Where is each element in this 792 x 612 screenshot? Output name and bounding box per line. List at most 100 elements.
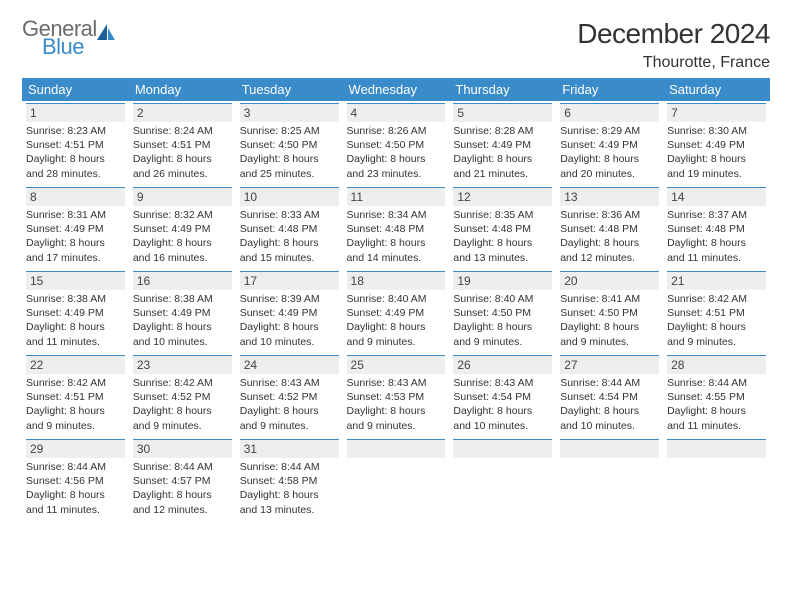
daylight-line: Daylight: 8 hours and 10 minutes. <box>453 404 552 432</box>
daylight-line: Daylight: 8 hours and 19 minutes. <box>667 152 766 180</box>
day-details: Sunrise: 8:38 AMSunset: 4:49 PMDaylight:… <box>133 292 232 349</box>
day-details: Sunrise: 8:44 AMSunset: 4:56 PMDaylight:… <box>26 460 125 517</box>
daylight-line: Daylight: 8 hours and 10 minutes. <box>240 320 339 348</box>
sunset-line: Sunset: 4:57 PM <box>133 474 232 488</box>
daylight-line: Daylight: 8 hours and 13 minutes. <box>240 488 339 516</box>
daylight-line: Daylight: 8 hours and 11 minutes. <box>26 488 125 516</box>
sunset-line: Sunset: 4:48 PM <box>453 222 552 236</box>
day-number-bar <box>347 439 446 458</box>
daylight-line: Daylight: 8 hours and 12 minutes. <box>560 236 659 264</box>
sunset-line: Sunset: 4:49 PM <box>133 306 232 320</box>
day-number-bar: 14 <box>667 187 766 206</box>
day-details: Sunrise: 8:26 AMSunset: 4:50 PMDaylight:… <box>347 124 446 181</box>
day-number-bar: 22 <box>26 355 125 374</box>
sunset-line: Sunset: 4:51 PM <box>26 138 125 152</box>
calendar-cell: 13 Sunrise: 8:36 AMSunset: 4:48 PMDayligh… <box>556 185 663 269</box>
day-number-bar: 10 <box>240 187 339 206</box>
calendar-cell: 20Sunrise: 8:41 AMSunset: 4:50 PMDayligh… <box>556 269 663 353</box>
daylight-line: Daylight: 8 hours and 23 minutes. <box>347 152 446 180</box>
calendar-cell: 31Sunrise: 8:44 AMSunset: 4:58 PMDayligh… <box>236 437 343 521</box>
sunset-line: Sunset: 4:49 PM <box>347 306 446 320</box>
calendar-cell: 28Sunrise: 8:44 AMSunset: 4:55 PMDayligh… <box>663 353 770 437</box>
calendar-week-row: 15Sunrise: 8:38 AMSunset: 4:49 PMDayligh… <box>22 269 770 353</box>
day-details: Sunrise: 8:31 AMSunset: 4:49 PMDaylight:… <box>26 208 125 265</box>
day-number-bar: 5 <box>453 103 552 122</box>
day-details: Sunrise: 8:42 AMSunset: 4:52 PMDaylight:… <box>133 376 232 433</box>
day-number-bar <box>667 439 766 458</box>
sunrise-line: Sunrise: 8:32 AM <box>133 208 232 222</box>
day-details: Sunrise: 8:44 AMSunset: 4:58 PMDaylight:… <box>240 460 339 517</box>
sunset-line: Sunset: 4:49 PM <box>240 306 339 320</box>
brand-logo: General Blue <box>22 18 117 58</box>
daylight-line: Daylight: 8 hours and 9 minutes. <box>453 320 552 348</box>
weekday-header: Friday <box>556 78 663 101</box>
sunrise-line: Sunrise: 8:43 AM <box>240 376 339 390</box>
calendar-cell: 25Sunrise: 8:43 AMSunset: 4:53 PMDayligh… <box>343 353 450 437</box>
sunrise-line: Sunrise: 8:36 AM <box>560 208 659 222</box>
daylight-line: Daylight: 8 hours and 10 minutes. <box>133 320 232 348</box>
sunset-line: Sunset: 4:54 PM <box>453 390 552 404</box>
day-details: Sunrise: 8:40 AMSunset: 4:50 PMDaylight:… <box>453 292 552 349</box>
sunrise-line: Sunrise: 8:38 AM <box>133 292 232 306</box>
sunrise-line: Sunrise: 8:43 AM <box>347 376 446 390</box>
sunset-line: Sunset: 4:50 PM <box>560 306 659 320</box>
sunset-line: Sunset: 4:49 PM <box>453 138 552 152</box>
sunrise-line: Sunrise: 8:39 AM <box>240 292 339 306</box>
sunset-line: Sunset: 4:55 PM <box>667 390 766 404</box>
sunset-line: Sunset: 4:48 PM <box>560 222 659 236</box>
daylight-line: Daylight: 8 hours and 17 minutes. <box>26 236 125 264</box>
sunset-line: Sunset: 4:49 PM <box>26 306 125 320</box>
page-header: General Blue December 2024 Thourotte, Fr… <box>22 18 770 72</box>
weekday-header: Saturday <box>663 78 770 101</box>
sunset-line: Sunset: 4:51 PM <box>26 390 125 404</box>
day-number-bar: 17 <box>240 271 339 290</box>
sunset-line: Sunset: 4:58 PM <box>240 474 339 488</box>
day-number-bar: 28 <box>667 355 766 374</box>
sunset-line: Sunset: 4:48 PM <box>347 222 446 236</box>
day-number-bar: 24 <box>240 355 339 374</box>
sunset-line: Sunset: 4:51 PM <box>133 138 232 152</box>
day-number-bar: 9 <box>133 187 232 206</box>
calendar-cell: 11Sunrise: 8:34 AMSunset: 4:48 PMDayligh… <box>343 185 450 269</box>
sunrise-line: Sunrise: 8:25 AM <box>240 124 339 138</box>
calendar-cell: 7Sunrise: 8:30 AMSunset: 4:49 PMDaylight… <box>663 101 770 185</box>
day-number-bar: 13 <box>560 187 659 206</box>
calendar-cell: 24Sunrise: 8:43 AMSunset: 4:52 PMDayligh… <box>236 353 343 437</box>
day-number-bar: 7 <box>667 103 766 122</box>
calendar-cell <box>343 437 450 521</box>
calendar-cell: 1Sunrise: 8:23 AMSunset: 4:51 PMDaylight… <box>22 101 129 185</box>
calendar-cell: 10 Sunrise: 8:33 AMSunset: 4:48 PMDayligh… <box>236 185 343 269</box>
day-details: Sunrise: 8:44 AMSunset: 4:57 PMDaylight:… <box>133 460 232 517</box>
sunrise-line: Sunrise: 8:44 AM <box>133 460 232 474</box>
sunrise-line: Sunrise: 8:28 AM <box>453 124 552 138</box>
day-details: Sunrise: 8:33 AMSunset: 4:48 PMDaylight:… <box>240 208 339 265</box>
daylight-line: Daylight: 8 hours and 16 minutes. <box>133 236 232 264</box>
calendar-cell: 2Sunrise: 8:24 AMSunset: 4:51 PMDaylight… <box>129 101 236 185</box>
calendar-cell: 4Sunrise: 8:26 AMSunset: 4:50 PMDaylight… <box>343 101 450 185</box>
calendar-cell: 21Sunrise: 8:42 AMSunset: 4:51 PMDayligh… <box>663 269 770 353</box>
day-number-bar: 2 <box>133 103 232 122</box>
sunset-line: Sunset: 4:50 PM <box>453 306 552 320</box>
weekday-header: Thursday <box>449 78 556 101</box>
day-details: Sunrise: 8:23 AMSunset: 4:51 PMDaylight:… <box>26 124 125 181</box>
calendar-week-row: 8Sunrise: 8:31 AMSunset: 4:49 PMDaylight… <box>22 185 770 269</box>
calendar-cell: 18Sunrise: 8:40 AMSunset: 4:49 PMDayligh… <box>343 269 450 353</box>
sunrise-line: Sunrise: 8:30 AM <box>667 124 766 138</box>
daylight-line: Daylight: 8 hours and 15 minutes. <box>240 236 339 264</box>
calendar-cell: 6Sunrise: 8:29 AMSunset: 4:49 PMDaylight… <box>556 101 663 185</box>
daylight-line: Daylight: 8 hours and 13 minutes. <box>453 236 552 264</box>
sunset-line: Sunset: 4:56 PM <box>26 474 125 488</box>
day-details: Sunrise: 8:28 AMSunset: 4:49 PMDaylight:… <box>453 124 552 181</box>
calendar-cell: 8Sunrise: 8:31 AMSunset: 4:49 PMDaylight… <box>22 185 129 269</box>
sunset-line: Sunset: 4:52 PM <box>133 390 232 404</box>
calendar-cell: 12Sunrise: 8:35 AMSunset: 4:48 PMDayligh… <box>449 185 556 269</box>
sunset-line: Sunset: 4:49 PM <box>133 222 232 236</box>
sail-icon <box>95 22 117 49</box>
daylight-line: Daylight: 8 hours and 11 minutes. <box>667 236 766 264</box>
calendar-cell: 5 Sunrise: 8:28 AMSunset: 4:49 PMDaylight… <box>449 101 556 185</box>
sunrise-line: Sunrise: 8:34 AM <box>347 208 446 222</box>
day-number-bar: 3 <box>240 103 339 122</box>
sunrise-line: Sunrise: 8:44 AM <box>26 460 125 474</box>
day-number-bar: 18 <box>347 271 446 290</box>
sunset-line: Sunset: 4:52 PM <box>240 390 339 404</box>
